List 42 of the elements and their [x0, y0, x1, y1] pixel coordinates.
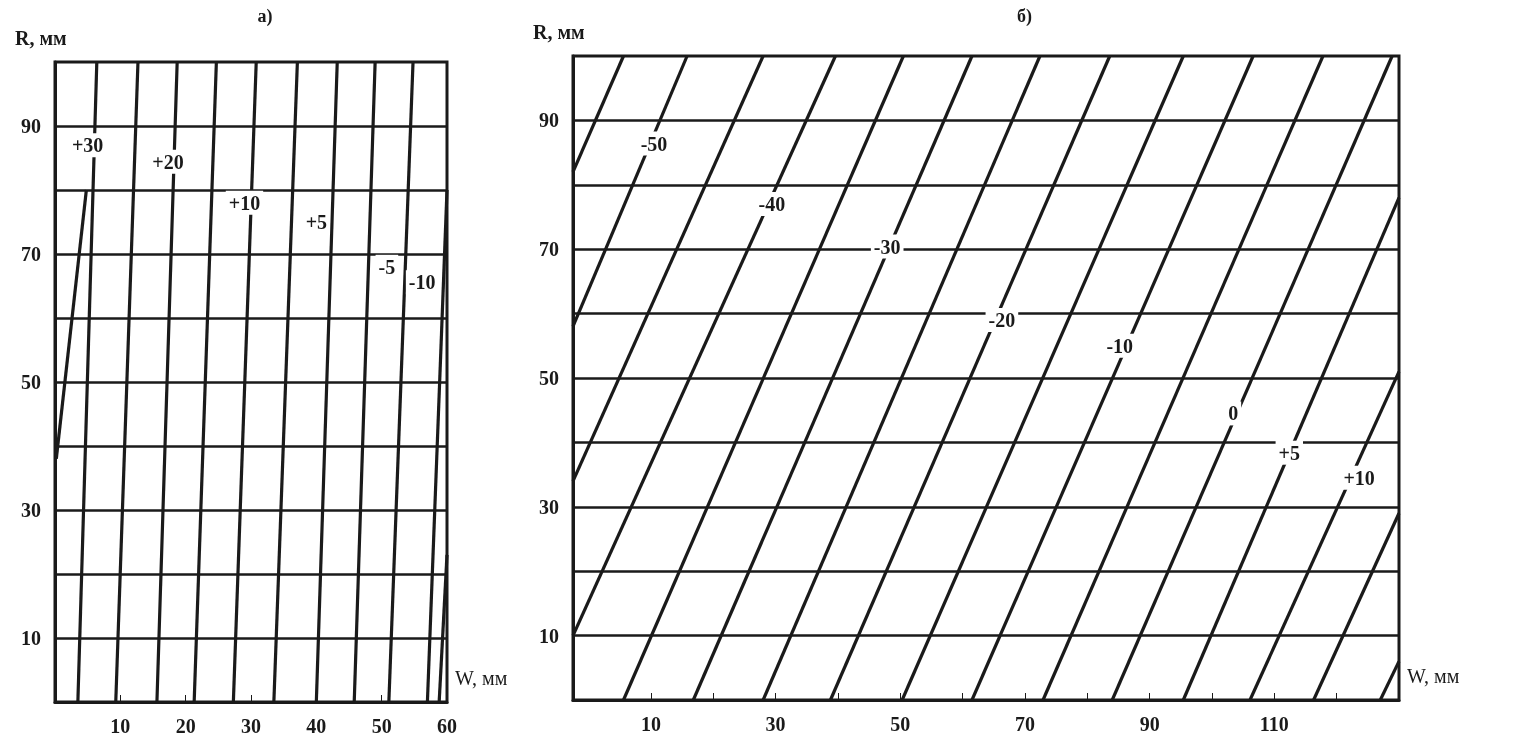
x-tick-label: 10 — [640, 713, 661, 735]
y-tick-label: 30 — [21, 499, 41, 521]
y-tick-label: 70 — [539, 238, 559, 261]
annotation: +30 — [71, 134, 104, 157]
annotation: +5 — [1278, 441, 1300, 464]
annotation: 0 — [1228, 402, 1239, 425]
x-tick-label: 70 — [1014, 713, 1035, 735]
annotation: +10 — [228, 191, 261, 214]
x-tick-label: 20 — [175, 715, 196, 737]
x-tick-label: 90 — [1139, 713, 1160, 735]
annotation: +10 — [1343, 466, 1375, 489]
y-tick-label: 30 — [539, 495, 559, 518]
annotation: -40 — [758, 193, 786, 216]
y-axis-title: R, мм — [15, 27, 67, 49]
annotation: +5 — [305, 211, 328, 233]
x-tick-label: 50 — [371, 715, 392, 737]
y-tick-label: 50 — [539, 367, 559, 389]
y-axis-title: R, мм — [533, 21, 585, 43]
chart-title: б) — [1017, 6, 1032, 27]
x-axis-title: W, мм — [1407, 665, 1460, 687]
x-tick-label: 30 — [765, 713, 786, 735]
x-tick-label: 60 — [437, 715, 457, 737]
x-axis-title: W, мм — [455, 667, 508, 689]
y-tick-label: 10 — [539, 624, 559, 647]
y-tick-label: 10 — [21, 627, 41, 649]
annotation: -20 — [988, 309, 1016, 332]
chart-title: а) — [257, 6, 273, 27]
x-tick-label: 110 — [1259, 713, 1289, 735]
y-tick-label: 90 — [21, 115, 41, 137]
y-tick-label: 50 — [21, 371, 41, 393]
x-tick-label: 30 — [241, 715, 261, 737]
annotation: -10 — [408, 271, 436, 294]
annotation: -5 — [378, 255, 396, 278]
y-tick-label: 70 — [21, 243, 41, 265]
x-tick-label: 10 — [110, 715, 131, 737]
annotation: -10 — [1106, 334, 1134, 357]
annotation: +20 — [152, 150, 184, 173]
x-tick-label: 40 — [306, 715, 327, 737]
x-tick-label: 50 — [890, 713, 911, 735]
y-tick-label: 90 — [539, 109, 559, 132]
annotation: -30 — [873, 235, 901, 258]
annotation: -50 — [640, 132, 668, 155]
